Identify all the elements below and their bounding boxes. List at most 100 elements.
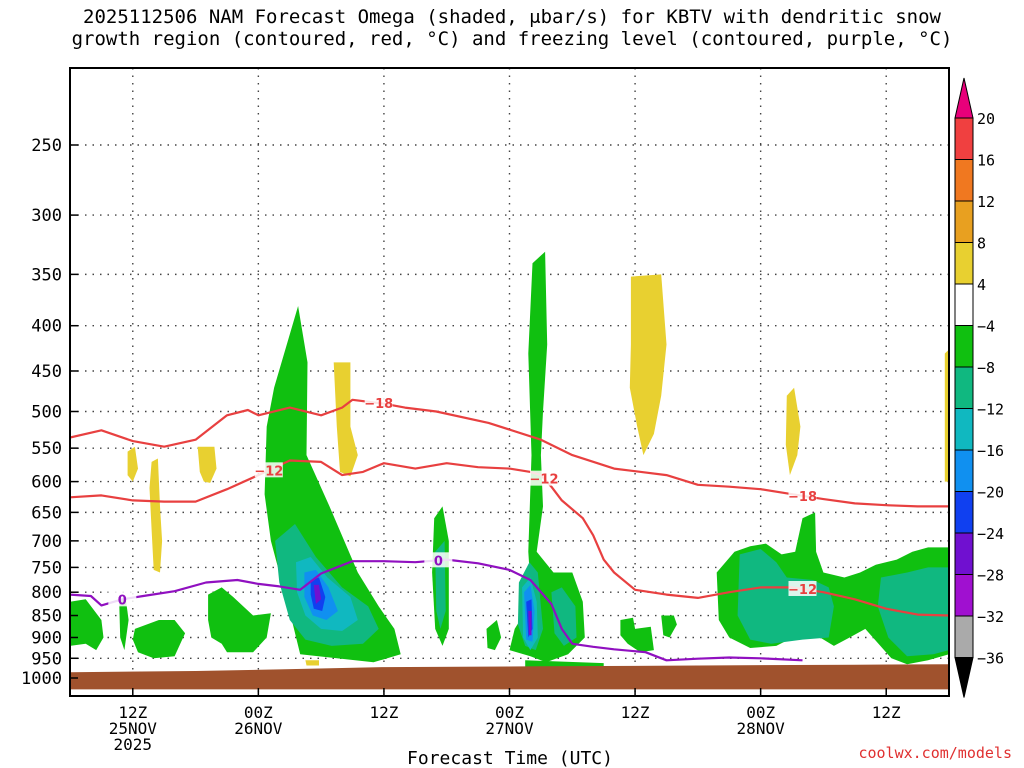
colorbar-box-2 xyxy=(954,200,974,243)
terrain xyxy=(70,664,949,690)
omega-green-9 xyxy=(620,617,654,653)
colorbar-box-10 xyxy=(954,532,974,575)
x-tick-label-0-2: 2025 xyxy=(114,735,153,754)
chart-title-line1: 2025112506 NAM Forecast Omega (shaded, μ… xyxy=(83,6,941,28)
contour-label-dgz_upper_minus18-1: −18 xyxy=(788,490,817,505)
x-tick-label-5-0: 00Z xyxy=(746,703,775,722)
omega-purple-1 xyxy=(313,584,322,604)
y-tick-label-400: 400 xyxy=(31,317,62,337)
y-tick-label-650: 650 xyxy=(31,503,62,523)
chart-title: 2025112506 NAM Forecast Omega (shaded, μ… xyxy=(0,6,1024,50)
x-tick-label-6-0: 12Z xyxy=(872,703,901,722)
colorbar-label-4: 4 xyxy=(977,276,986,294)
colorbar-bottom-arrow xyxy=(954,657,974,698)
omega-teal-4 xyxy=(551,587,577,646)
colorbar-label-7: −12 xyxy=(977,401,1004,419)
y-tick-label-300: 300 xyxy=(31,206,62,226)
omega-green-3 xyxy=(132,620,186,659)
omega-green-10 xyxy=(661,615,677,638)
contour-label-freezing_level_0C-1: 0 xyxy=(434,554,443,569)
colorbar-label-2: 12 xyxy=(977,193,995,211)
omega-yellow-1 xyxy=(127,446,138,482)
y-tick-label-800: 800 xyxy=(31,583,62,603)
colorbar-label-13: −36 xyxy=(977,650,1004,668)
contour-label-bg-dgz_upper_minus18-1 xyxy=(788,487,817,503)
omega-purple-2 xyxy=(528,611,532,636)
colorbar-label-3: 8 xyxy=(977,235,986,253)
contour-label-bg-dgz_lower_minus12-0 xyxy=(254,462,283,478)
omega-shading xyxy=(70,251,949,690)
contour-label-bg-freezing_level_0C-1 xyxy=(424,552,453,568)
colorbar-box-6 xyxy=(954,366,974,409)
source-link[interactable]: coolwx.com/models xyxy=(858,744,1012,762)
omega-green-1 xyxy=(70,599,104,651)
contour-label-dgz_lower_minus12-0: −12 xyxy=(254,464,283,479)
colorbar-label-1: 16 xyxy=(977,152,995,170)
y-tick-label-550: 550 xyxy=(31,439,62,459)
y-tick-label-1000: 1000 xyxy=(21,669,62,689)
colorbar-label-9: −20 xyxy=(977,484,1004,502)
contour-label-bg-dgz_upper_minus18-0 xyxy=(364,395,393,411)
y-tick-label-450: 450 xyxy=(31,362,62,382)
contour-label-dgz_lower_minus12-1: −12 xyxy=(530,473,559,488)
x-tick-label-2-0: 12Z xyxy=(369,703,398,722)
contour-label-bg-freezing_level_0C-0 xyxy=(108,591,137,607)
omega-teal-6 xyxy=(877,567,949,657)
colorbar-label-5: −4 xyxy=(977,318,995,336)
y-tick-label-700: 700 xyxy=(31,532,62,552)
colorbar-label-10: −24 xyxy=(977,525,1004,543)
y-tick-label-500: 500 xyxy=(31,403,62,423)
omega-green-4 xyxy=(208,587,271,653)
omega-yellow-6 xyxy=(785,387,801,476)
omega-teal-5 xyxy=(737,549,834,644)
contour-label-bg-dgz_lower_minus12-2 xyxy=(788,580,817,596)
colorbar-box-3 xyxy=(954,242,974,285)
colorbar-box-7 xyxy=(954,408,974,451)
omega-green-8 xyxy=(509,251,585,663)
omega-green-7 xyxy=(486,620,502,651)
y-tick-label-750: 750 xyxy=(31,558,62,578)
omega-green-12 xyxy=(525,660,604,668)
y-tick-label-900: 900 xyxy=(31,628,62,648)
colorbar-label-6: −8 xyxy=(977,359,995,377)
colorbar-box-5 xyxy=(954,325,974,368)
omega-yellow-3 xyxy=(197,446,217,483)
y-tick-label-950: 950 xyxy=(31,649,62,669)
colorbar-box-1 xyxy=(954,159,974,202)
x-tick-label-5-1: 28NOV xyxy=(737,719,786,738)
x-tick-label-1-0: 00Z xyxy=(244,703,273,722)
colorbar-label-11: −28 xyxy=(977,567,1004,585)
colorbar-box-0 xyxy=(954,117,974,160)
colorbar: 20 16 12 8 4 −4 −8 −12 −16 −20 −24 −28 −32 −36 xyxy=(954,77,1004,698)
x-axis-label: Forecast Time (UTC) xyxy=(407,748,613,768)
y-tick-label-850: 850 xyxy=(31,607,62,627)
x-tick-label-3-0: 00Z xyxy=(495,703,524,722)
contour-label-dgz_upper_minus18-0: −18 xyxy=(364,397,393,412)
y-axis: 2503003504004505005506006507007508008509… xyxy=(21,136,78,689)
x-tick-label-4-0: 12Z xyxy=(621,703,650,722)
contour-label-freezing_level_0C-0: 0 xyxy=(118,593,127,608)
omega-green-2 xyxy=(119,597,129,651)
omega-yellow-9 xyxy=(305,660,319,666)
contour-label-bg-dgz_lower_minus12-1 xyxy=(530,470,559,486)
x-tick-label-1-1: 26NOV xyxy=(234,719,283,738)
colorbar-box-9 xyxy=(954,491,974,534)
colorbar-label-0: 20 xyxy=(977,110,995,128)
colorbar-box-12 xyxy=(954,615,974,658)
colorbar-top-arrow xyxy=(954,77,974,119)
omega-yellow-5 xyxy=(629,274,667,456)
chart-title-line2: growth region (contoured, red, °C) and f… xyxy=(71,28,953,50)
colorbar-box-8 xyxy=(954,449,974,492)
colorbar-label-8: −16 xyxy=(977,442,1004,460)
y-tick-label-250: 250 xyxy=(31,136,62,156)
omega-yellow-7 xyxy=(944,349,949,482)
x-tick-label-0-1: 25NOV xyxy=(109,719,158,738)
omega-yellow-2 xyxy=(149,458,163,573)
x-tick-label-0-0: 12Z xyxy=(118,703,147,722)
colorbar-box-11 xyxy=(954,574,974,617)
colorbar-label-12: −32 xyxy=(977,608,1004,626)
colorbar-box-4 xyxy=(954,283,974,326)
y-tick-label-600: 600 xyxy=(31,473,62,493)
contour-lines: −18 −18 −12 −12 −12 0 0 xyxy=(70,395,949,662)
